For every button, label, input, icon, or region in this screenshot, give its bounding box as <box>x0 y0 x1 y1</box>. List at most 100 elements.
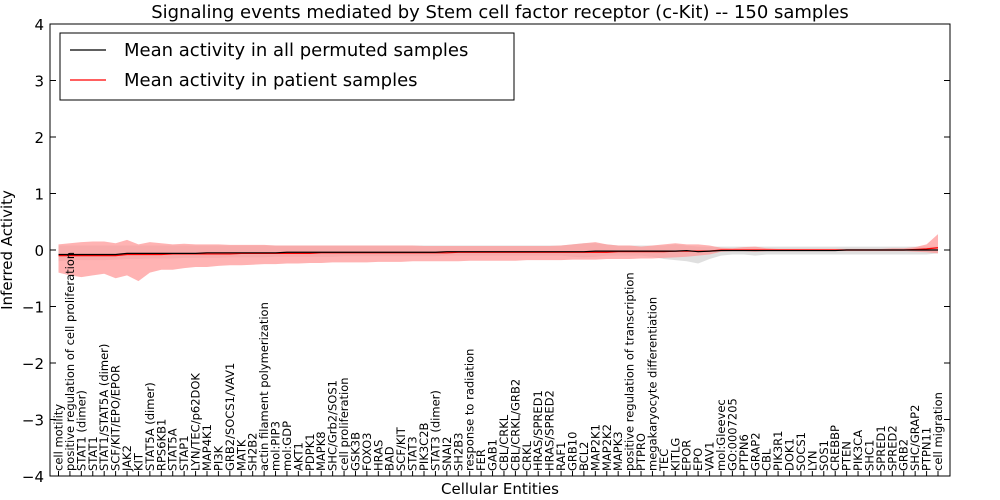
x-tick-label: CRKL <box>520 440 534 471</box>
legend-label-patient: Mean activity in patient samples <box>124 70 418 91</box>
x-tick-label: positive regulation of transcription <box>623 272 637 471</box>
x-tick-label: STAP1 <box>177 435 191 471</box>
x-tick-label: HRAS <box>371 440 385 471</box>
x-tick-label: HRAS/SPRED2 <box>543 390 557 471</box>
x-tick-label: FOXO3 <box>360 433 374 471</box>
x-tick-label: MATK <box>234 439 248 471</box>
x-tick-label: PTPN6 <box>737 434 751 471</box>
x-tick-label: STAT5A <box>166 428 180 471</box>
x-tick-label: FER <box>474 449 488 471</box>
x-tick-label: PTEN <box>840 441 854 471</box>
x-tick-label: PIK3CA <box>851 430 865 471</box>
x-tick-label: RPS6KB1 <box>154 419 168 471</box>
y-tick-label: 2 <box>34 129 44 147</box>
x-tick-label: SPRED2 <box>885 425 899 471</box>
x-tick-label: GAB1 <box>486 439 500 471</box>
x-tick-label: PTPN11 <box>920 427 934 471</box>
x-tick-label: JAK2 <box>120 445 134 472</box>
x-tick-label: mol:GDP <box>280 421 294 471</box>
x-tick-label: mol:PIP3 <box>269 421 283 471</box>
legend-label-permuted: Mean activity in all permuted samples <box>124 40 468 61</box>
x-tick-label: STAT3 (dimer) <box>428 390 442 471</box>
x-tick-label: response to radiation <box>463 349 477 471</box>
patient-band <box>58 234 938 282</box>
x-tick-label: SOS1 <box>817 440 831 471</box>
x-tick-label: HRAS/SPRED1 <box>531 390 545 471</box>
x-tick-label: CBL <box>760 448 774 471</box>
x-tick-label: GSK3B <box>348 432 362 471</box>
x-tick-label: SCF/KIT/EPO/EPOR <box>109 365 123 471</box>
x-tick-label: STAT1/STAT5A (dimer) <box>97 344 111 471</box>
x-tick-label: CREBBP <box>828 425 842 471</box>
x-tick-label: LYN <box>805 450 819 471</box>
x-tick-label: STAT3 <box>406 436 420 471</box>
x-tick-label: GRB2 <box>897 439 911 471</box>
x-tick-label: MAPK8 <box>314 431 328 471</box>
x-tick-label: MAP2K2 <box>600 424 614 471</box>
x-tick-label: STAT1 <box>86 436 100 471</box>
x-tick-label: TEC <box>657 449 671 472</box>
x-tick-label: BAD <box>383 446 397 471</box>
y-tick-label: −1 <box>22 299 44 317</box>
x-tick-label: CBL/CRKL <box>497 414 511 471</box>
x-tick-label: cell migration <box>931 392 945 471</box>
x-tick-label: CBL/CRKL/GRB2 <box>508 379 522 471</box>
y-tick-label: −4 <box>22 468 44 486</box>
x-tick-label: SOCS1 <box>794 432 808 471</box>
x-tick-label: SHC1 <box>862 440 876 471</box>
x-tick-label: PIK3C2B <box>417 422 431 471</box>
series-lines <box>58 247 939 257</box>
x-tick-label: GRB2/SOCS1/VAV1 <box>223 363 237 471</box>
legend: Mean activity in all permuted samples Me… <box>59 32 515 101</box>
x-tick-label: DOK1 <box>783 438 797 471</box>
legend-box <box>59 32 515 101</box>
x-tick-label: BCL2 <box>577 442 591 471</box>
x-tick-label: MAP2K1 <box>588 424 602 471</box>
confidence-bands <box>58 234 938 282</box>
x-tick-label: SPRED1 <box>874 425 888 471</box>
x-tick-label: SH2B3 <box>451 433 465 471</box>
permuted-line <box>58 249 938 256</box>
x-tick-label: PDPK1 <box>303 433 317 471</box>
chart-title: Signaling events mediated by Stem cell f… <box>151 2 849 23</box>
x-tick-label: SCF/KIT <box>394 426 408 471</box>
y-tick-label: 4 <box>34 16 44 34</box>
x-tick-label: actin filament polymerization <box>257 302 271 471</box>
y-axis-label: Inferred Activity <box>0 190 16 310</box>
x-tick-label: VAV1 <box>703 442 717 471</box>
x-tick-label: EPO <box>691 448 705 471</box>
y-tick-label: 3 <box>34 73 44 91</box>
x-tick-label: MAP4K1 <box>200 424 214 471</box>
x-tick-label: MAPK3 <box>611 431 625 471</box>
y-tick-label: −3 <box>22 412 44 430</box>
x-tick-label: KITLG <box>668 438 682 471</box>
x-tick-label: mol:Gleevec <box>714 399 728 471</box>
x-tick-label: STAT1 (dimer) <box>74 390 88 471</box>
x-tick-label: PI3K <box>211 445 225 471</box>
x-tick-label: KIT <box>131 452 145 471</box>
x-tick-label: SHC/Grb2/SOS1 <box>326 380 340 471</box>
y-tick-label: 1 <box>34 186 44 204</box>
y-axis: 4 3 2 1 0 −1 −2 −3 −4 <box>22 16 950 486</box>
x-tick-label: cell motility <box>52 404 66 471</box>
x-tick-label: SHC/GRAP2 <box>908 405 922 471</box>
x-tick-label: cell proliferation <box>337 377 351 471</box>
x-tick-label: AKT1 <box>291 442 305 471</box>
x-tick-label: GRB10 <box>565 432 579 471</box>
x-tick-label: STAT5A (dimer) <box>143 382 157 471</box>
x-tick-label: EPOR <box>680 440 694 471</box>
x-tick-label: SH2B2 <box>246 433 260 471</box>
x-axis-label: Cellular Entities <box>441 480 559 498</box>
x-tick-label: SNAI2 <box>440 437 454 471</box>
x-tick-label: LYN/TEC/p62DOK <box>189 373 203 471</box>
x-tick-label: megakaryocyte differentiation <box>645 297 659 471</box>
y-tick-label: 0 <box>34 242 44 260</box>
x-tick-label: GO:0007205 <box>725 398 739 471</box>
y-tick-label: −2 <box>22 355 44 373</box>
x-tick-label: GRAP2 <box>748 432 762 471</box>
x-tick-label: positive regulation of cell proliferatio… <box>63 252 77 471</box>
x-tick-label: PTPRO <box>634 433 648 471</box>
x-tick-label: PIK3R1 <box>771 430 785 471</box>
